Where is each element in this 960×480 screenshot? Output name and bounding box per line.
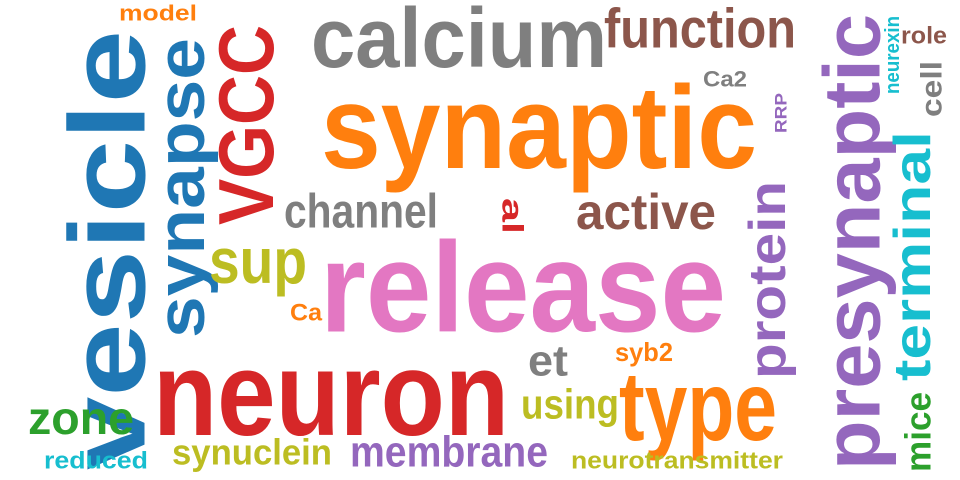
word-terminal: terminal xyxy=(884,131,942,381)
word-ca: Ca xyxy=(290,300,323,327)
word-role: role xyxy=(901,23,947,50)
word-neurexin: neurexin xyxy=(882,16,904,94)
word-model: model xyxy=(119,1,197,26)
word-channel: channel xyxy=(284,186,438,239)
word-presynaptic: presynaptic xyxy=(808,14,897,470)
word-type: type xyxy=(619,351,777,461)
word-synaptic: synaptic xyxy=(321,62,757,194)
word-neurotransmitter: neurotransmitter xyxy=(571,448,783,475)
word-syb2: syb2 xyxy=(615,337,673,367)
word-vesicle: vesicle xyxy=(47,30,168,470)
word-reduced: reduced xyxy=(44,448,148,475)
word-active: active xyxy=(576,184,716,240)
word-ca2: Ca2 xyxy=(703,67,747,92)
word-al: al xyxy=(496,198,529,234)
word-membrane: membrane xyxy=(350,428,548,477)
word-rrp: RRP xyxy=(772,93,791,133)
word-protein: protein xyxy=(739,181,797,379)
word-calcium: calcium xyxy=(311,0,607,85)
word-using: using xyxy=(521,381,619,428)
word-neuron: neuron xyxy=(153,327,509,461)
word-vgcc: VGCC xyxy=(202,25,290,225)
word-zone: zone xyxy=(28,392,134,444)
word-synuclein: synuclein xyxy=(172,432,332,473)
word-release: release xyxy=(320,217,726,360)
word-mice: mice xyxy=(898,392,939,472)
word-sup: sup xyxy=(209,225,307,297)
word-et: et xyxy=(528,337,568,386)
word-cell: cell xyxy=(916,61,949,117)
word-function: function xyxy=(604,0,796,60)
word-synapse: synapse xyxy=(143,38,219,338)
